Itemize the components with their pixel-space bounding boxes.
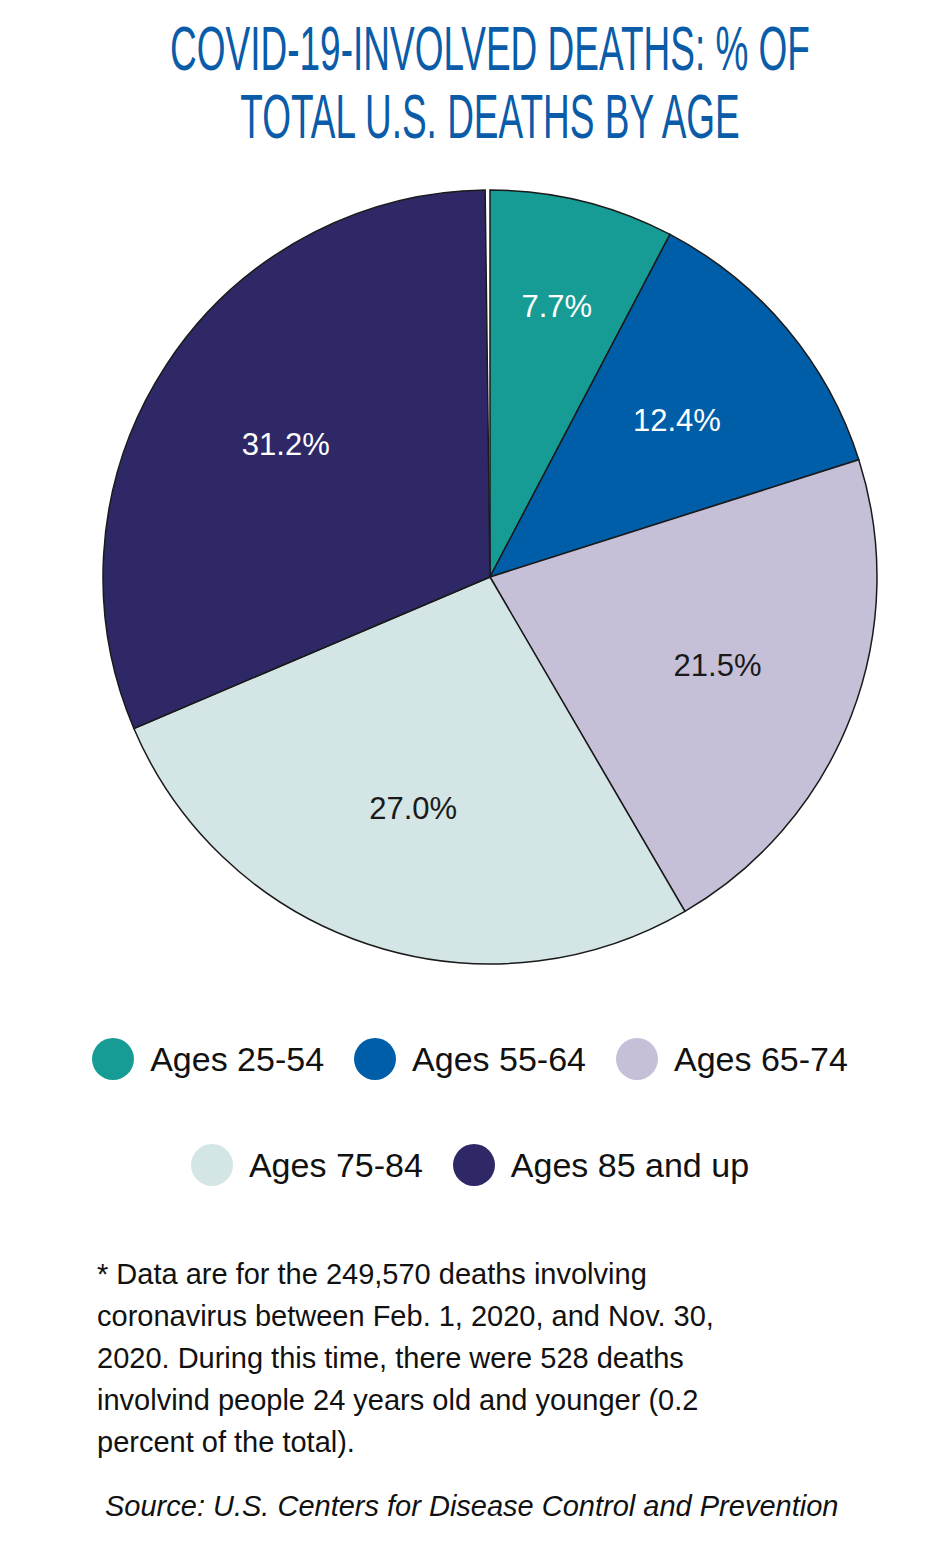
data-label: 31.2% bbox=[242, 427, 330, 462]
chart-svg: COVID-19-INVOLVED DEATHS: % OFTOTAL U.S.… bbox=[0, 0, 940, 1030]
legend-swatch bbox=[354, 1038, 396, 1080]
legend-label: Ages 75-84 bbox=[249, 1146, 423, 1185]
slices bbox=[103, 190, 877, 964]
source: Source: U.S. Centers for Disease Control… bbox=[105, 1490, 838, 1523]
legend-swatch bbox=[191, 1144, 233, 1186]
title: COVID-19-INVOLVED DEATHS: % OFTOTAL U.S.… bbox=[170, 14, 810, 151]
legend-swatch bbox=[92, 1038, 134, 1080]
legend-label: Ages 25-54 bbox=[150, 1040, 324, 1079]
data-label: 27.0% bbox=[369, 791, 457, 826]
data-labels: 7.7% 12.4% 21.5% 27.0% 31.2% bbox=[242, 289, 762, 826]
legend: Ages 25-54 Ages 55-64 Ages 65-74 Ages 75-84… bbox=[60, 1038, 880, 1186]
legend-item: Ages 75-84 bbox=[191, 1144, 423, 1186]
legend-item: Ages 55-64 bbox=[354, 1038, 586, 1080]
pie-slice bbox=[103, 190, 490, 728]
legend-item: Ages 85 and up bbox=[453, 1144, 749, 1186]
legend-label: Ages 55-64 bbox=[412, 1040, 586, 1079]
legend-item: Ages 25-54 bbox=[92, 1038, 324, 1080]
legend-label: Ages 85 and up bbox=[511, 1146, 749, 1185]
data-label: 7.7% bbox=[521, 289, 592, 324]
data-label: 21.5% bbox=[674, 648, 762, 683]
legend-swatch bbox=[616, 1038, 658, 1080]
footnote: * Data are for the 249,570 deaths involv… bbox=[97, 1253, 777, 1463]
data-label: 12.4% bbox=[633, 403, 721, 438]
legend-swatch bbox=[453, 1144, 495, 1186]
legend-item: Ages 65-74 bbox=[616, 1038, 848, 1080]
legend-label: Ages 65-74 bbox=[674, 1040, 848, 1079]
